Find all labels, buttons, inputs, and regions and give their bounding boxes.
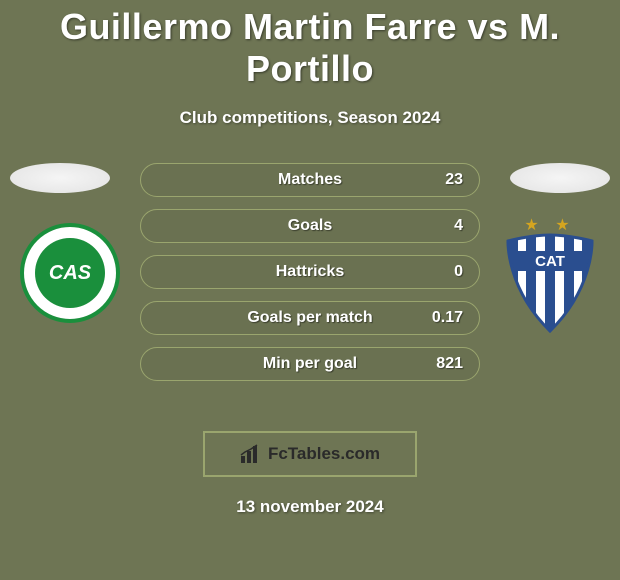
- shield-icon: CAT: [500, 233, 600, 333]
- bar-chart-icon: [240, 444, 262, 464]
- stat-row: Hattricks 0: [140, 255, 480, 289]
- stat-label: Goals per match: [141, 309, 479, 327]
- stats-list: Matches 23 Goals 4 Hattricks 0 Goals per…: [140, 163, 480, 393]
- club-left-monogram: CAS: [35, 238, 105, 308]
- club-right-monogram: CAT: [535, 253, 565, 270]
- stat-row: Matches 23: [140, 163, 480, 197]
- star-icon: ★ ★: [500, 215, 600, 235]
- brand-box[interactable]: FcTables.com: [203, 431, 417, 477]
- stat-label: Min per goal: [141, 355, 479, 373]
- comparison-panel: CAS ★ ★ CAT: [0, 163, 620, 423]
- club-right-badge: ★ ★ CAT: [500, 223, 600, 323]
- player-left-photo-placeholder: [10, 163, 110, 193]
- page-title: Guillermo Martin Farre vs M. Portillo: [0, 0, 620, 90]
- stat-label: Matches: [141, 171, 479, 189]
- player-right-photo-placeholder: [510, 163, 610, 193]
- stat-value-right: 23: [445, 171, 463, 189]
- stat-value-right: 0: [454, 263, 463, 281]
- stat-label: Hattricks: [141, 263, 479, 281]
- club-left-badge: CAS: [20, 223, 120, 323]
- stat-row: Goals per match 0.17: [140, 301, 480, 335]
- stat-row: Min per goal 821: [140, 347, 480, 381]
- stat-value-right: 0.17: [432, 309, 463, 327]
- subtitle: Club competitions, Season 2024: [0, 108, 620, 128]
- brand-label: FcTables.com: [268, 444, 380, 464]
- stat-label: Goals: [141, 217, 479, 235]
- stat-value-right: 4: [454, 217, 463, 235]
- stat-row: Goals 4: [140, 209, 480, 243]
- stat-value-right: 821: [436, 355, 463, 373]
- footer-date: 13 november 2024: [0, 497, 620, 517]
